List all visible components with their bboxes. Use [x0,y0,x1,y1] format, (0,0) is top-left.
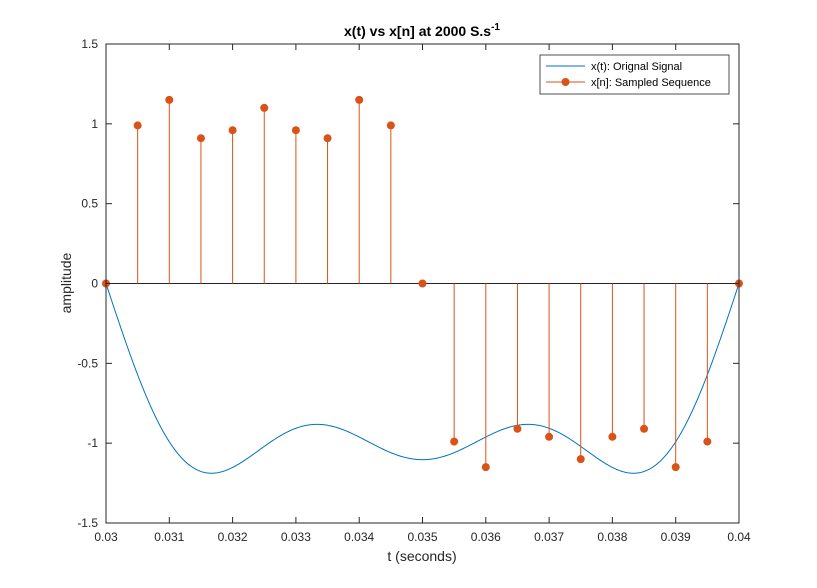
stem-marker [640,424,649,433]
x-tick-label: 0.036 [471,530,501,544]
stem-marker [133,121,142,130]
stem-marker [671,463,680,472]
stem-marker [386,121,395,130]
signal-curve [105,283,740,474]
y-tick-label: -1 [87,436,98,450]
chart-title: x(t) vs x[n] at 2000 S.s-1 [344,22,500,39]
stem-marker [418,279,427,288]
legend-marker-samples [561,78,570,86]
chart-title-superscript: -1 [491,22,500,33]
stem-marker [355,95,364,104]
stem-marker [323,134,332,143]
stem-marker [545,432,554,441]
x-tick-label: 0.04 [727,530,751,544]
x-axis-label: t (seconds) [387,548,456,564]
stem-markers [102,95,743,472]
legend: x(t): Orignal Signal x[n]: Sampled Seque… [539,54,730,95]
y-tick-label: 0 [91,277,98,291]
stem-marker [165,95,174,104]
x-tick-label: 0.032 [218,530,248,544]
chart-title-main: x(t) vs x[n] at 2000 S.s [344,23,491,39]
legend-box [539,54,730,95]
stem-marker [450,437,459,446]
x-tick-label: 0.03 [94,530,118,544]
legend-label-signal: x(t): Orignal Signal [591,61,682,73]
x-tick-label: 0.034 [344,530,374,544]
stem-marker [608,432,617,441]
stem-marker [260,103,269,112]
stem-lines [137,99,708,468]
y-tick-label: 1 [91,117,98,131]
stem-marker [481,463,490,472]
y-tick-label: 0.5 [81,197,98,211]
legend-label-samples: x[n]: Sampled Sequence [591,77,711,89]
y-axis-ticks: 1.5 1 0.5 0 -0.5 -1 -1.5 [77,37,739,530]
x-tick-label: 0.038 [597,530,627,544]
stem-marker [196,134,205,143]
x-tick-label: 0.031 [154,530,184,544]
stem-marker [228,126,237,135]
y-tick-label: -0.5 [77,356,98,370]
stem-marker [513,424,522,433]
x-tick-label: 0.039 [661,530,691,544]
stem-marker [576,455,585,464]
signal-line [105,283,740,474]
x-tick-label: 0.037 [534,530,564,544]
x-tick-label: 0.035 [407,530,437,544]
x-axis-ticks: 0.03 0.031 0.032 0.033 0.034 0.035 0.036 0.037 0… [94,44,751,544]
stem-marker [291,126,300,135]
y-tick-label: -1.5 [77,516,98,530]
stem-marker [703,437,712,446]
y-tick-label: 1.5 [81,37,98,51]
y-axis-label: amplitude [58,252,74,313]
x-tick-label: 0.033 [281,530,311,544]
